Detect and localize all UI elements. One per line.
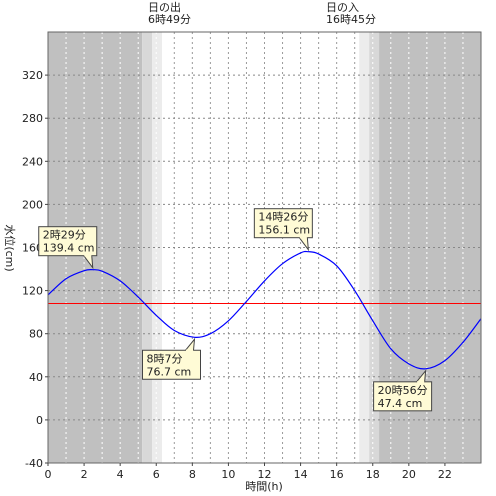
tide-line xyxy=(47,250,482,370)
y-tick-label: 280 xyxy=(22,112,43,125)
y-tick-label: 120 xyxy=(22,285,43,298)
x-tick-label: 18 xyxy=(366,468,380,481)
y-tick-label: 240 xyxy=(22,155,43,168)
annotation-time: 14時26分 xyxy=(258,211,308,224)
y-tick-label: 200 xyxy=(22,198,43,211)
y-tick-label: 0 xyxy=(36,414,43,427)
annotation-value: 47.4 cm xyxy=(378,397,423,410)
x-tick-label: 2 xyxy=(81,468,88,481)
sunrise-label: 日の出 xyxy=(148,0,181,14)
x-tick-label: 8 xyxy=(189,468,196,481)
annotation-time: 8時7分 xyxy=(146,352,182,365)
x-tick-label: 4 xyxy=(117,468,124,481)
y-tick-labels: -40 0 40 80 120 160 200 240 280 320 xyxy=(22,69,48,470)
x-tick-label: 12 xyxy=(258,468,272,481)
annotation-pointer xyxy=(298,237,309,252)
annotation-value: 76.7 cm xyxy=(146,365,191,378)
annotation-box xyxy=(38,226,98,257)
annotation-box xyxy=(141,349,201,380)
annotation-pointer xyxy=(185,337,196,351)
y-axis-title: 水位(cm) xyxy=(3,224,17,271)
x-tick-label: 14 xyxy=(294,468,308,481)
y-tick-label: 320 xyxy=(22,69,43,82)
y-tick-label: 40 xyxy=(29,371,43,384)
twilight-band-morning-dark xyxy=(142,32,153,463)
y-tick-label: -40 xyxy=(25,457,43,470)
x-tick-label: 0 xyxy=(45,468,52,481)
sunset-time: 16時45分 xyxy=(326,13,376,26)
x-tick-label: 10 xyxy=(221,468,235,481)
twilight-band-morning-light xyxy=(152,32,163,463)
annotation-value: 139.4 cm xyxy=(43,242,95,255)
x-axis-title: 時間(h) xyxy=(245,480,283,493)
x-tick-label: 6 xyxy=(153,468,160,481)
sunset-label: 日の入 xyxy=(326,1,359,14)
annotation-pointer xyxy=(416,369,427,383)
y-tick-label: 160 xyxy=(22,242,43,255)
x-tick-labels: 0 2 4 6 8 10 12 14 16 18 20 22 xyxy=(45,463,452,481)
annotation-time: 20時56分 xyxy=(378,384,428,397)
grid-lines xyxy=(48,32,481,463)
annotation-box xyxy=(373,381,433,412)
x-tick-label: 22 xyxy=(438,468,452,481)
annotation-box xyxy=(253,208,313,239)
annotation-time: 2時29分 xyxy=(43,229,86,242)
x-tick-label: 20 xyxy=(402,468,416,481)
sunrise-time: 6時49分 xyxy=(148,13,191,26)
x-tick-label: 16 xyxy=(330,468,344,481)
y-tick-label: 80 xyxy=(29,328,43,341)
annotation-pointer xyxy=(83,255,94,270)
annotation-value: 156.1 cm xyxy=(258,224,310,237)
